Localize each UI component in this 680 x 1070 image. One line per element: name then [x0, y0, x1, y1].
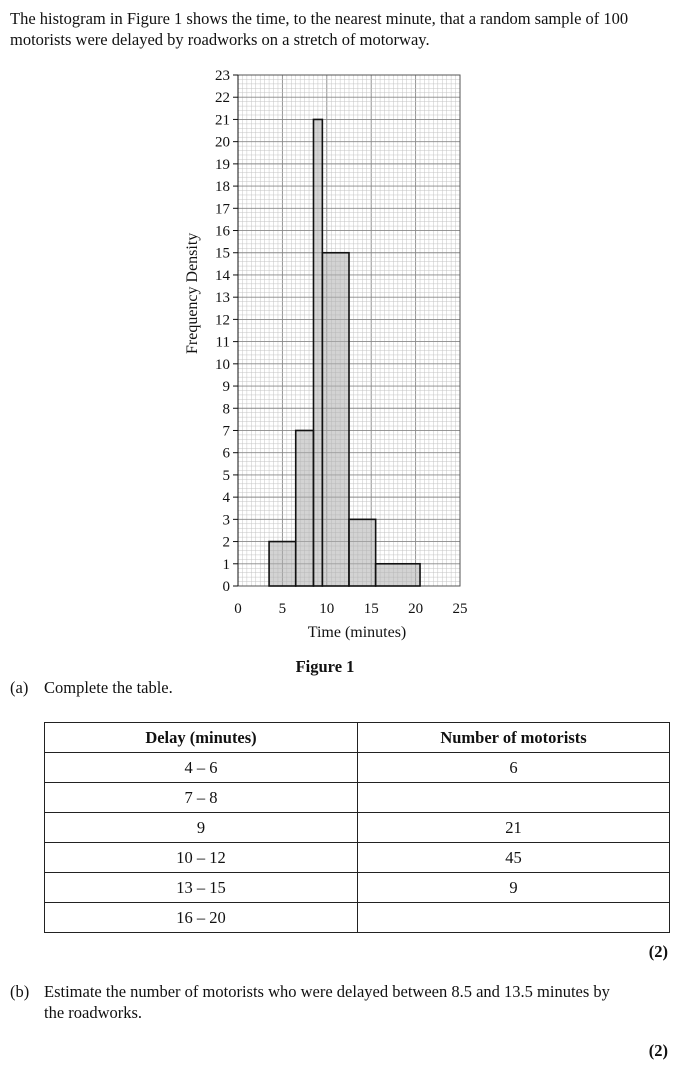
- x-tick-label: 0: [234, 601, 242, 617]
- y-tick-label: 11: [216, 335, 230, 351]
- y-axis-label: Frequency Density: [184, 232, 201, 354]
- table-row: 7 – 8: [44, 782, 670, 813]
- motorists-cell: 6: [357, 752, 670, 783]
- y-tick-label: 16: [215, 224, 231, 240]
- histogram-bar: [321, 251, 350, 587]
- motorists-cell: 9: [357, 872, 670, 903]
- table-row: 9 21: [44, 812, 670, 843]
- y-tick-label: 0: [223, 579, 231, 595]
- y-tick-label: 9: [223, 379, 231, 395]
- y-tick-label: 23: [215, 68, 230, 84]
- histogram-bar: [268, 540, 297, 587]
- y-tick-label: 13: [215, 290, 230, 306]
- header-delay: Delay (minutes): [44, 722, 358, 753]
- y-tick-label: 17: [215, 201, 231, 217]
- histogram-bar: [312, 118, 324, 587]
- histogram-bar: [294, 429, 315, 587]
- x-tick-label: 25: [453, 601, 468, 617]
- y-tick-label: 21: [215, 112, 230, 128]
- delay-cell: 9: [44, 812, 358, 843]
- histogram-bar: [348, 518, 377, 587]
- motorists-cell-blank[interactable]: [357, 902, 670, 933]
- histogram-bar: [374, 562, 421, 587]
- x-axis-label: Time (minutes): [308, 624, 407, 641]
- part-a-label: (a): [10, 678, 29, 697]
- marks-part-a: (2): [648, 942, 668, 961]
- part-b-label: (b): [10, 982, 30, 1001]
- y-tick-label: 4: [223, 490, 231, 506]
- y-tick-label: 3: [223, 512, 231, 528]
- x-tick-label: 20: [408, 601, 423, 617]
- delay-cell: 16 – 20: [44, 902, 358, 933]
- marks-part-b: (2): [648, 1041, 668, 1060]
- intro-text: The histogram in Figure 1 shows the time…: [10, 9, 629, 49]
- x-tick-label: 10: [319, 601, 334, 617]
- part-b-question: (b) Estimate the number of motorists who …: [10, 981, 672, 1023]
- table-row: 16 – 20: [44, 902, 670, 933]
- part-b-text-continued: the roadworks.: [44, 1003, 143, 1022]
- table-row: 10 – 12 45: [44, 842, 670, 873]
- y-tick-label: 5: [223, 468, 231, 484]
- y-tick-label: 2: [223, 535, 231, 551]
- motorists-cell: 21: [357, 812, 670, 843]
- y-tick-label: 20: [215, 135, 230, 151]
- y-tick-label: 15: [215, 246, 230, 262]
- y-tick-label: 22: [215, 90, 230, 106]
- table-row: 4 – 6 6: [44, 752, 670, 783]
- part-a-question: (a) Complete the table.: [10, 678, 173, 698]
- part-b-text: Estimate the number of motorists who wer…: [44, 982, 610, 1001]
- motorists-cell: 45: [357, 842, 670, 873]
- y-tick-label: 12: [215, 312, 230, 328]
- x-tick-label: 15: [364, 601, 379, 617]
- header-number: Number of motorists: [357, 722, 670, 753]
- y-tick-label: 7: [223, 423, 231, 439]
- delay-table: Delay (minutes) Number of motorists 4 – …: [44, 722, 670, 933]
- delay-cell: 4 – 6: [44, 752, 358, 783]
- table-header-row: Delay (minutes) Number of motorists: [44, 722, 670, 753]
- x-tick-label: 5: [279, 601, 287, 617]
- delay-cell: 7 – 8: [44, 782, 358, 813]
- table-row: 13 – 15 9: [44, 872, 670, 903]
- delay-cell: 10 – 12: [44, 842, 358, 873]
- motorists-cell-blank[interactable]: [357, 782, 670, 813]
- figure-caption: Figure 1: [295, 657, 355, 676]
- y-tick-label: 10: [215, 357, 230, 373]
- y-tick-label: 1: [223, 557, 231, 573]
- y-tick-label: 19: [215, 157, 230, 173]
- part-a-text: Complete the table.: [44, 678, 173, 697]
- delay-cell: 13 – 15: [44, 872, 358, 903]
- y-tick-label: 14: [215, 268, 231, 284]
- y-tick-label: 8: [223, 401, 231, 417]
- y-tick-label: 18: [215, 179, 230, 195]
- y-tick-label: 6: [223, 446, 231, 462]
